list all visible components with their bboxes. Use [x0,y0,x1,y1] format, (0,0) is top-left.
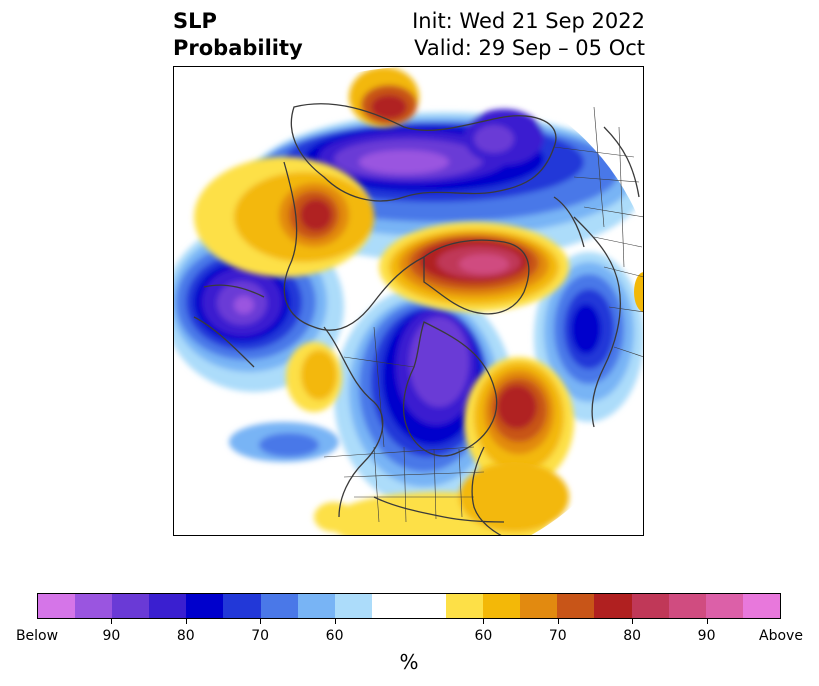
colorbar-segment [334,594,372,618]
colorbar-segment [483,594,521,618]
colorbar-segment [742,594,780,618]
plot-title-right: Init: Wed 21 Sep 2022 Valid: 29 Sep – 05… [412,8,645,62]
colorbar-segment [705,594,743,618]
above-southern-us [314,462,569,535]
below-arctic [244,109,643,262]
above-pacific-small [286,342,342,412]
probability-map [173,66,644,536]
colorbar-tick-label: Above [759,628,803,644]
colorbar-tick [111,619,113,624]
colorbar-segment [75,594,113,618]
coastlines [193,103,640,535]
colorbar-segment [520,594,558,618]
colorbar-segment [149,594,187,618]
above-east-edge [634,272,643,312]
below-north-america [334,287,514,507]
plot-title-left: SLP Probability [173,8,303,62]
colorbar-tick-label: 70 [548,628,567,644]
colorbar-tick [557,619,559,624]
colorbar-tick-label: Below [15,628,59,644]
colorbar-unit: % [399,650,419,674]
anomaly-field [174,67,643,535]
colorbar-tick [632,619,634,624]
colorbar-segment [371,594,409,618]
above-greenland [379,222,569,312]
map-svg [174,67,643,535]
colorbar-tick [706,619,708,624]
borders [323,106,643,523]
title-product: Probability [173,36,303,60]
above-siberia [194,157,374,277]
title-variable: SLP [173,9,217,33]
colorbar-segment [112,594,150,618]
colorbar-segment [260,594,298,618]
colorbar-segment [631,594,669,618]
below-europe [534,252,643,422]
colorbar [37,593,781,619]
colorbar-tick [483,619,485,624]
colorbar-tick-label: 60 [325,628,344,644]
colorbar-segment [557,594,595,618]
colorbar-tick-label: 60 [474,628,493,644]
colorbar-segment [446,594,484,618]
below-east-pacific [229,422,339,462]
colorbar-tick [260,619,262,624]
valid-range: Valid: 29 Sep – 05 Oct [414,36,645,60]
colorbar-tick-label: 70 [251,628,270,644]
colorbar-tick-label: 80 [176,628,195,644]
init-date: Init: Wed 21 Sep 2022 [412,9,645,33]
above-atlantic [464,357,574,487]
colorbar-tick-label: 90 [697,628,716,644]
colorbar-tick [185,619,187,624]
colorbar-tick-label: 80 [623,628,642,644]
colorbar-segment [668,594,706,618]
colorbar-segment [594,594,632,618]
colorbar-tick-label: 90 [102,628,121,644]
colorbar-segment [297,594,335,618]
colorbar-segment [186,594,224,618]
colorbar-tick [334,619,336,624]
colorbar-segment [408,594,447,618]
colorbar-segment [223,594,261,618]
colorbar-segment [38,594,76,618]
